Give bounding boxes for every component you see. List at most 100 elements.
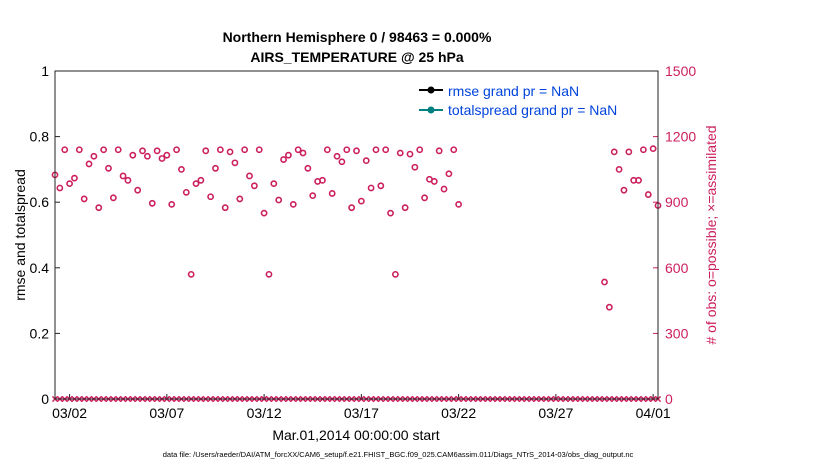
possible-obs-marker — [620, 186, 628, 194]
right-axis: 0 300 600 900 1200 1500 — [653, 63, 696, 407]
possible-obs-marker — [605, 303, 613, 311]
possible-obs-marker — [362, 157, 370, 165]
possible-obs-marker — [212, 164, 219, 172]
possible-obs-marker — [280, 156, 287, 163]
possible-obs-marker — [372, 146, 380, 154]
x-axis-label: Mar.01,2014 00:00:00 start — [272, 427, 439, 443]
legend-label-rmse: rmse grand pr = NaN — [448, 83, 579, 99]
x-tick-label: 03/12 — [247, 405, 282, 421]
possible-obs-marker — [333, 152, 341, 160]
y-tick-label: 0.4 — [30, 260, 50, 276]
legend-entry-rmse: rmse grand pr = NaN — [419, 83, 579, 99]
possible-obs-marker — [119, 172, 127, 180]
possible-obs-marker — [392, 270, 399, 278]
possible-obs-marker — [387, 209, 394, 217]
possible-obs-marker — [649, 145, 657, 153]
possible-obs-marker — [625, 148, 633, 156]
possible-obs-marker — [309, 192, 317, 200]
x-tick-label: 03/02 — [52, 405, 87, 421]
possible-obs-marker — [265, 270, 273, 278]
possible-obs-marker — [367, 184, 375, 192]
possible-obs-marker — [615, 165, 623, 173]
x-axis: 03/02 03/07 03/12 03/17 03/22 03/27 04/01 — [52, 394, 671, 421]
possible-obs-marker — [85, 160, 93, 168]
x-tick-label: 03/17 — [344, 405, 379, 421]
possible-obs-marker — [236, 195, 244, 203]
possible-obs-marker — [143, 152, 151, 160]
possible-obs-marker — [396, 149, 404, 157]
possible-obs-marker — [197, 176, 205, 184]
possible-obs-marker — [455, 200, 463, 208]
possible-obs-marker — [187, 270, 195, 278]
possible-obs-marker — [148, 199, 156, 207]
y2-tick-label: 600 — [665, 260, 689, 276]
possible-obs-marker — [450, 146, 458, 154]
possible-obs-marker — [294, 146, 302, 154]
possible-obs-marker — [163, 151, 171, 159]
possible-obs-marker — [377, 182, 385, 190]
possible-obs-marker — [216, 146, 224, 154]
y-axis-label: rmse and totalspread — [12, 169, 28, 301]
possible-obs-marker — [95, 204, 103, 212]
possible-obs-marker — [246, 172, 253, 180]
possible-obs-marker — [124, 176, 132, 184]
possible-obs-marker — [440, 185, 448, 193]
plot-area — [55, 71, 658, 399]
data-file-footnote: data file: /Users/raeder/DAI/ATM_forcXX/… — [163, 450, 634, 459]
possible-obs-marker — [285, 151, 292, 159]
possible-obs-marker — [401, 204, 409, 212]
legend: rmse grand pr = NaN totalspread grand pr… — [419, 83, 617, 118]
possible-obs-marker — [610, 148, 618, 156]
possible-obs-marker — [270, 180, 278, 188]
x-tick-label: 03/07 — [149, 405, 184, 421]
possible-obs-marker — [75, 146, 83, 154]
plot-frame — [54, 70, 659, 400]
possible-obs-marker — [348, 204, 356, 212]
possible-obs-marker — [319, 176, 326, 184]
possible-obs-marker — [71, 174, 78, 182]
possible-obs-marker — [416, 146, 424, 154]
x-tick-label: 04/01 — [636, 405, 671, 421]
possible-obs-marker — [182, 188, 190, 196]
y-tick-label: 0.6 — [30, 194, 50, 210]
possible-obs-marker — [100, 146, 108, 154]
possible-obs-marker — [644, 191, 652, 198]
possible-obs-marker — [357, 197, 365, 205]
legend-label-totalspread: totalspread grand pr = NaN — [448, 102, 617, 118]
possible-obs-marker — [275, 196, 283, 204]
possible-obs-marker — [178, 165, 185, 173]
possible-obs-marker — [129, 151, 137, 159]
y2-tick-label: 300 — [665, 325, 689, 341]
possible-obs-marker — [202, 147, 210, 155]
possible-obs-marker — [109, 194, 117, 202]
possible-obs-marker — [168, 200, 176, 208]
possible-obs-marker — [353, 147, 360, 155]
possible-obs-marker — [80, 195, 88, 203]
possible-obs-marker — [635, 176, 642, 184]
possible-obs-marker — [421, 194, 428, 202]
possible-obs-marker — [134, 186, 142, 194]
possible-obs-marker — [61, 146, 69, 154]
possible-obs-marker — [173, 146, 180, 154]
possible-obs-marker — [430, 178, 438, 185]
possible-obs-marker — [411, 163, 419, 171]
y2-axis-label: # of obs: o=possible; ×=assimilated — [703, 125, 719, 344]
possible-obs-marker — [343, 146, 351, 154]
possible-obs-marker — [114, 146, 122, 154]
y-tick-label: 0.8 — [30, 129, 50, 145]
possible-obs-marker — [382, 146, 390, 154]
y2-tick-label: 1200 — [665, 129, 696, 145]
possible-obs-marker — [445, 170, 453, 178]
possible-obs-marker — [406, 150, 414, 158]
y-tick-label: 1 — [41, 63, 49, 79]
y2-tick-label: 1500 — [665, 63, 696, 79]
possible-obs-marker — [255, 146, 263, 154]
x-tick-label: 03/22 — [441, 405, 476, 421]
x-tick-label: 03/27 — [538, 405, 573, 421]
legend-entry-totalspread: totalspread grand pr = NaN — [419, 102, 617, 118]
y2-tick-label: 0 — [665, 391, 673, 407]
possible-obs-marker — [105, 164, 112, 172]
possible-obs-marker — [90, 152, 98, 160]
possible-obs-marker — [289, 200, 297, 208]
